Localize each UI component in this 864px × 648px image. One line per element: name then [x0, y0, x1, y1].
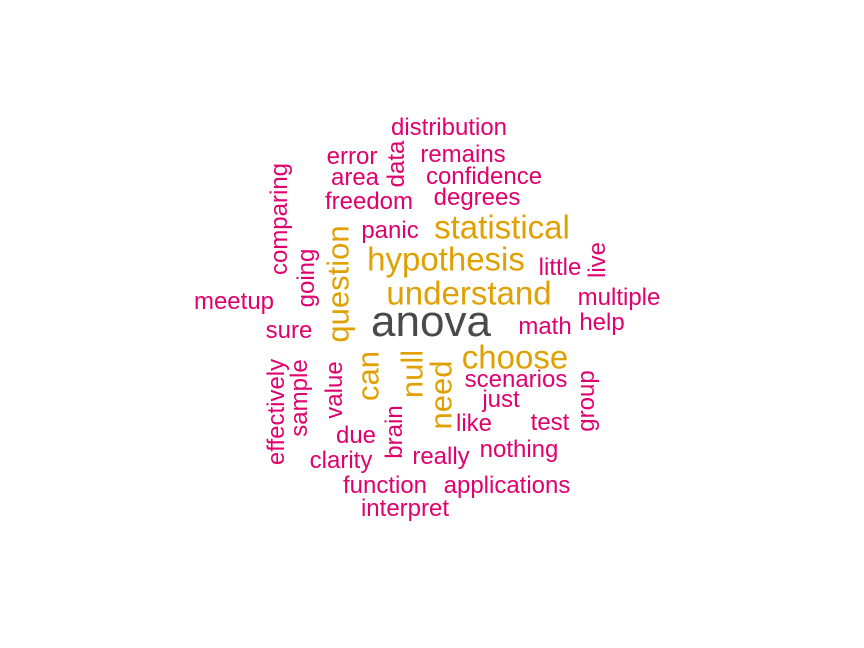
word-math: math — [518, 313, 572, 340]
word-choose: choose — [461, 338, 569, 376]
word-confidence: confidence — [425, 163, 543, 190]
word-area: area — [330, 164, 380, 191]
word-function: function — [342, 472, 428, 499]
word-scenarios: scenarios — [464, 366, 568, 393]
word-understand: understand — [386, 274, 552, 312]
word-question: question — [320, 225, 356, 343]
word-help: help — [579, 309, 625, 336]
word-little: little — [538, 254, 582, 281]
word-nothing: nothing — [479, 436, 559, 463]
word-can: can — [350, 351, 386, 401]
word-test: test — [530, 409, 570, 436]
word-hypothesis: hypothesis — [367, 240, 525, 278]
word-anova: anova — [371, 297, 491, 346]
word-due: due — [335, 422, 377, 449]
word-applications: applications — [443, 472, 571, 499]
word-statistical: statistical — [434, 208, 570, 246]
word-brain: brain — [381, 405, 408, 459]
word-data: data — [383, 140, 410, 188]
word-really: really — [412, 443, 470, 470]
word-sample: sample — [286, 359, 313, 437]
word-group: group — [573, 370, 600, 432]
word-value: value — [321, 361, 348, 419]
word-freedom: freedom — [324, 188, 414, 215]
word-just: just — [482, 386, 520, 413]
word-comparing: comparing — [266, 162, 293, 276]
word-need: need — [423, 360, 459, 430]
word-live: live — [584, 241, 611, 279]
word-interpret: interpret — [360, 495, 450, 522]
word-meetup: meetup — [193, 288, 275, 315]
word-remains: remains — [420, 141, 506, 168]
word-error: error — [326, 143, 378, 170]
word-going: going — [293, 248, 320, 308]
word-multiple: multiple — [577, 284, 661, 311]
word-panic: panic — [361, 217, 419, 244]
word-distribution: distribution — [390, 114, 508, 141]
word-like: like — [455, 410, 493, 437]
word-sure: sure — [265, 317, 313, 344]
word-clarity: clarity — [309, 447, 373, 474]
word-degrees: degrees — [433, 184, 521, 211]
